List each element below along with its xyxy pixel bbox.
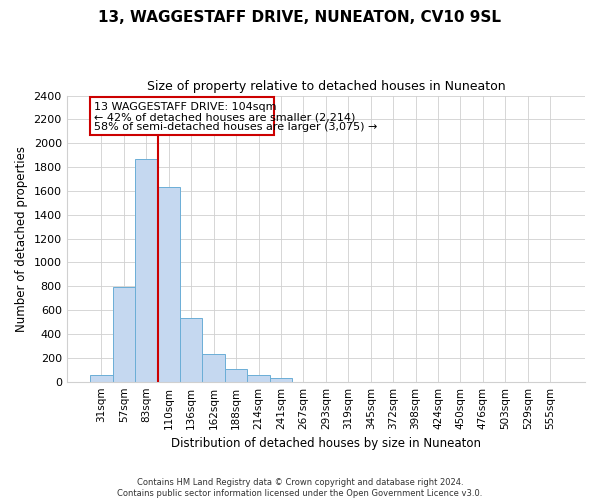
Text: 13, WAGGESTAFF DRIVE, NUNEATON, CV10 9SL: 13, WAGGESTAFF DRIVE, NUNEATON, CV10 9SL xyxy=(98,10,502,25)
Bar xyxy=(247,375,270,382)
Bar xyxy=(135,160,158,382)
Bar xyxy=(113,287,135,382)
Y-axis label: Number of detached properties: Number of detached properties xyxy=(15,146,28,332)
Text: Contains HM Land Registry data © Crown copyright and database right 2024.
Contai: Contains HM Land Registry data © Crown c… xyxy=(118,478,482,498)
Bar xyxy=(202,354,225,382)
Title: Size of property relative to detached houses in Nuneaton: Size of property relative to detached ho… xyxy=(146,80,505,93)
Bar xyxy=(180,318,202,382)
FancyBboxPatch shape xyxy=(90,96,274,135)
Text: 58% of semi-detached houses are larger (3,075) →: 58% of semi-detached houses are larger (… xyxy=(94,122,377,132)
X-axis label: Distribution of detached houses by size in Nuneaton: Distribution of detached houses by size … xyxy=(171,437,481,450)
Bar xyxy=(90,375,113,382)
Bar xyxy=(158,187,180,382)
Bar xyxy=(270,378,292,382)
Text: ← 42% of detached houses are smaller (2,214): ← 42% of detached houses are smaller (2,… xyxy=(94,112,356,122)
Text: 13 WAGGESTAFF DRIVE: 104sqm: 13 WAGGESTAFF DRIVE: 104sqm xyxy=(94,102,277,112)
Bar xyxy=(225,368,247,382)
